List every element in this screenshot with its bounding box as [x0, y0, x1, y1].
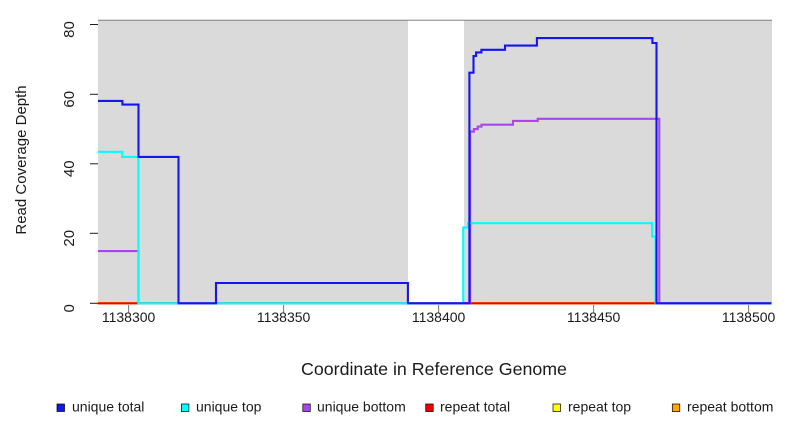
svg-text:1138450: 1138450 — [567, 309, 621, 325]
svg-text:1138300: 1138300 — [102, 309, 156, 325]
svg-text:1138500: 1138500 — [722, 309, 776, 325]
svg-text:repeat total: repeat total — [440, 399, 510, 415]
svg-text:80: 80 — [61, 21, 78, 38]
svg-text:Coordinate in Reference Genome: Coordinate in Reference Genome — [301, 359, 567, 379]
svg-text:0: 0 — [61, 304, 78, 312]
svg-text:60: 60 — [61, 91, 78, 108]
svg-text:unique top: unique top — [196, 399, 262, 415]
svg-text:unique bottom: unique bottom — [317, 399, 406, 415]
svg-text:1138400: 1138400 — [412, 309, 466, 325]
svg-text:repeat top: repeat top — [568, 399, 631, 415]
svg-text:unique total: unique total — [72, 399, 144, 415]
svg-text:20: 20 — [61, 230, 78, 247]
svg-text:40: 40 — [61, 160, 78, 177]
svg-text:1138350: 1138350 — [257, 309, 311, 325]
svg-text:repeat bottom: repeat bottom — [687, 399, 773, 415]
svg-text:Read Coverage Depth: Read Coverage Depth — [13, 85, 30, 234]
